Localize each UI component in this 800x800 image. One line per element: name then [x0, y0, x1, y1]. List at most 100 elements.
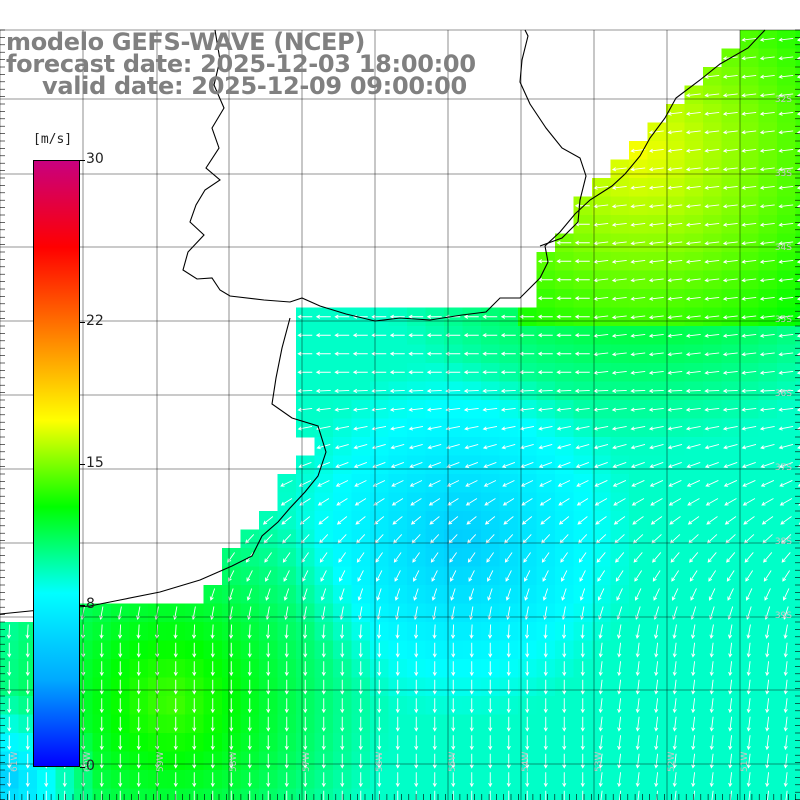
wind-arrow: [432, 772, 437, 788]
wind-arrow: [408, 370, 424, 375]
wind-arrow: [395, 679, 400, 695]
wind-arrow: [488, 642, 493, 658]
wind-arrow: [173, 772, 178, 788]
wind-arrow: [741, 352, 757, 357]
wind-arrow: [469, 661, 474, 677]
wind-speed-cell: [795, 751, 800, 771]
wind-arrow: [336, 498, 348, 506]
wind-arrow: [741, 333, 757, 338]
wind-arrow: [358, 716, 363, 732]
wind-arrow: [469, 716, 474, 732]
wind-speed-cell: [795, 270, 800, 290]
wind-arrow: [468, 588, 475, 601]
wind-arrow: [778, 222, 794, 227]
wind-arrow: [284, 735, 289, 751]
wind-arrow: [101, 790, 103, 800]
wind-arrow: [741, 204, 757, 209]
wind-arrow: [724, 516, 737, 525]
wind-arrow: [302, 588, 308, 601]
wind-arrow: [471, 790, 473, 800]
wind-arrow: [247, 698, 252, 714]
wind-arrow: [746, 642, 751, 658]
wind-arrow: [598, 753, 603, 769]
wind-arrow: [334, 407, 350, 412]
wind-arrow: [266, 753, 271, 769]
wind-arrow: [284, 642, 289, 658]
wind-arrow: [525, 753, 530, 769]
wind-arrow: [265, 570, 272, 582]
wind-arrow: [7, 679, 12, 695]
wind-arrow: [519, 426, 535, 431]
wind-arrow: [778, 93, 794, 98]
wind-arrow: [464, 462, 479, 468]
wind-arrow: [648, 185, 664, 190]
wind-arrow: [297, 426, 313, 431]
wind-arrow: [488, 698, 493, 714]
wind-arrow: [136, 624, 141, 639]
wind-arrow: [634, 570, 643, 582]
wind-arrow: [191, 624, 197, 639]
wind-arrow: [414, 753, 419, 769]
wind-arrow: [778, 370, 794, 375]
wind-arrow: [759, 407, 775, 412]
wind-arrow: [465, 498, 478, 506]
wind-arrow: [210, 772, 215, 788]
longitude-label: 58W: [229, 752, 239, 772]
wind-arrow: [429, 516, 440, 525]
wind-speed-cell: [795, 326, 800, 345]
wind-speed-cell: [795, 30, 800, 49]
wind-arrow: [741, 74, 757, 79]
wind-arrow: [482, 426, 498, 431]
wind-speed-cell: [795, 104, 800, 123]
wind-arrow: [668, 480, 682, 487]
wind-arrow: [672, 753, 677, 769]
wind-arrow: [538, 462, 553, 468]
wind-arrow: [597, 588, 605, 601]
wind-arrow: [704, 185, 720, 190]
wind-arrow: [704, 315, 720, 320]
wind-arrow: [334, 314, 350, 319]
wind-arrow: [672, 624, 677, 639]
wind-arrow: [377, 698, 382, 714]
wind-arrow: [210, 642, 215, 658]
wind-arrow: [519, 351, 535, 356]
wind-arrow: [392, 516, 403, 525]
wind-arrow: [25, 772, 30, 788]
wind-arrow: [574, 388, 590, 393]
wind-arrow: [500, 333, 516, 338]
wind-arrow: [543, 661, 548, 677]
latitude-label: 36S: [775, 389, 792, 399]
wind-arrow: [25, 698, 30, 714]
wind-arrow: [352, 407, 368, 412]
wind-arrow: [617, 735, 622, 751]
wind-arrow: [685, 333, 701, 338]
wind-arrow: [612, 462, 627, 469]
wind-arrow: [654, 624, 659, 639]
wind-arrow: [500, 351, 516, 356]
wind-arrow: [654, 716, 659, 732]
wind-arrow: [482, 407, 498, 412]
wind-arrow: [598, 716, 603, 732]
wind-arrow: [526, 790, 528, 800]
wind-arrow: [502, 498, 515, 506]
wind-arrow: [653, 588, 660, 601]
wind-arrow: [303, 753, 308, 769]
wind-arrow: [778, 185, 794, 190]
wind-speed-cell: [795, 141, 800, 160]
wind-arrow: [691, 679, 696, 695]
wind-arrow: [118, 735, 123, 751]
title-valid-date: valid date: 2025-12-09 09:00:00: [42, 72, 467, 100]
wind-arrow: [685, 93, 701, 98]
wind-arrow: [246, 570, 253, 582]
wind-arrow: [611, 426, 627, 431]
wind-arrow: [556, 240, 572, 245]
wind-arrow: [519, 370, 535, 375]
wind-arrow: [136, 716, 141, 732]
wind-arrow: [686, 462, 701, 469]
wind-arrow: [558, 516, 570, 525]
wind-arrow: [488, 679, 493, 695]
wind-arrow: [297, 314, 313, 319]
wind-arrow: [389, 407, 405, 412]
wind-arrow: [722, 111, 738, 116]
wind-arrow: [630, 426, 646, 431]
